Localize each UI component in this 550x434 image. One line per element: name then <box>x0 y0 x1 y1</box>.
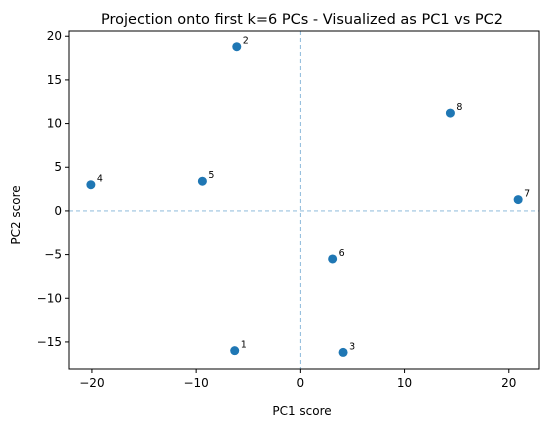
plot-area-frame <box>68 30 540 370</box>
x-tick-label: 0 <box>297 376 305 390</box>
y-tick-label: 0 <box>54 204 62 218</box>
y-axis-label: PC2 score <box>9 185 23 244</box>
data-points <box>86 42 523 357</box>
y-tick-label: −10 <box>37 291 62 305</box>
y-tick-label: 20 <box>47 29 62 43</box>
x-tick-label: −20 <box>79 376 104 390</box>
x-tick-label: 10 <box>397 376 412 390</box>
y-tick-label: 10 <box>47 117 62 131</box>
data-point-1 <box>230 346 240 356</box>
y-tick-label: −15 <box>37 335 62 349</box>
data-point-2 <box>232 42 242 52</box>
data-point-labels: 1 2 3 4 5 6 7 8 <box>97 36 530 353</box>
x-tick-label: 20 <box>501 376 516 390</box>
data-point-5 <box>197 176 207 186</box>
data-point-3 <box>338 347 348 357</box>
chart-title: Projection onto first k=6 PCs - Visualiz… <box>101 12 503 28</box>
data-point-label-1: 1 <box>241 340 247 351</box>
data-point-8 <box>445 108 455 118</box>
data-point-label-5: 5 <box>208 170 214 181</box>
data-point-4 <box>86 180 96 190</box>
y-axis-ticks: −15 −10 −5 0 5 10 15 20 <box>37 29 69 349</box>
y-tick-label: 15 <box>47 73 62 87</box>
data-point-label-2: 2 <box>243 36 249 47</box>
x-axis-label: PC1 score <box>272 404 331 418</box>
data-point-label-8: 8 <box>456 102 462 113</box>
data-point-7 <box>513 195 523 205</box>
y-tick-label: 5 <box>54 160 62 174</box>
data-point-label-6: 6 <box>339 248 345 259</box>
data-point-label-7: 7 <box>524 189 530 200</box>
data-point-label-4: 4 <box>97 174 103 185</box>
data-point-label-3: 3 <box>349 341 355 352</box>
data-point-6 <box>328 254 338 264</box>
x-axis-ticks: −20 −10 0 10 20 <box>79 369 516 390</box>
y-tick-label: −5 <box>44 248 62 262</box>
x-tick-label: −10 <box>183 376 208 390</box>
